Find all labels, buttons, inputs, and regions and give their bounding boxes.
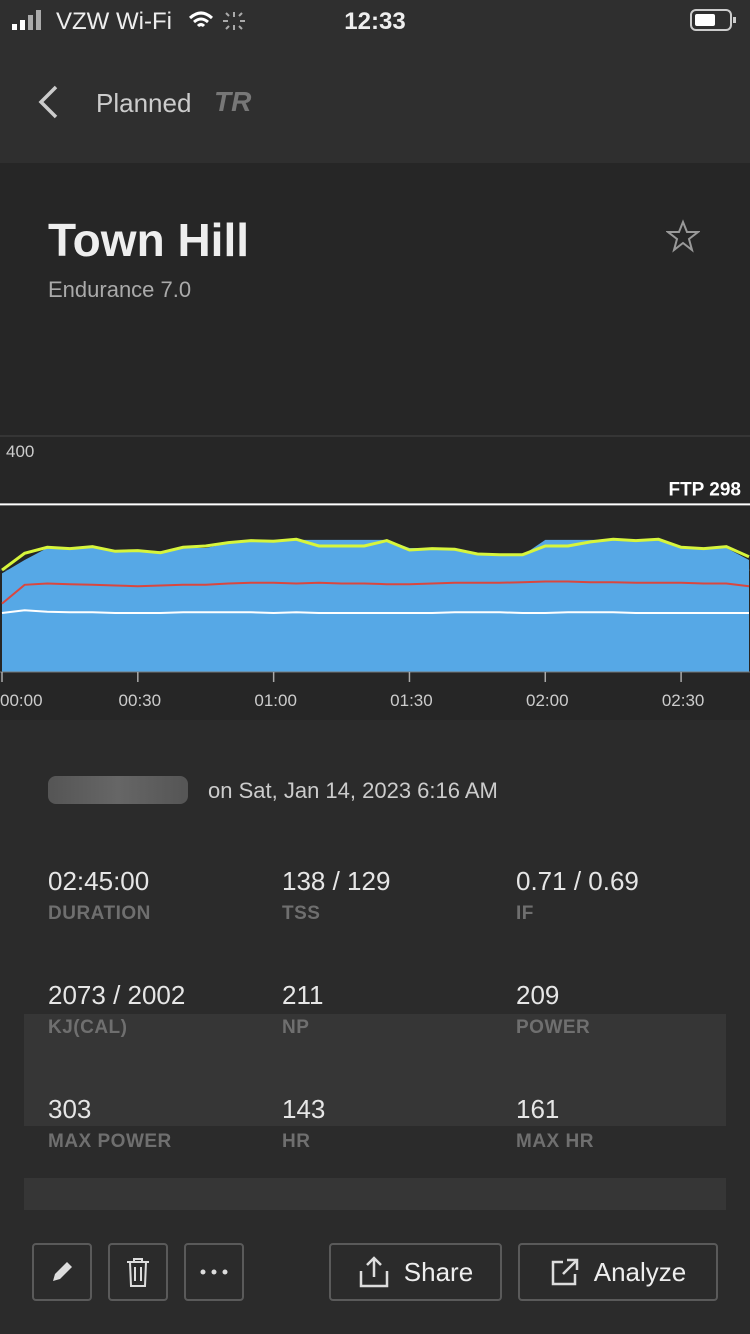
stat: 303 MAX POWER [48, 1094, 172, 1153]
stat: 138 / 129 TSS [282, 866, 390, 925]
stat-label: DURATION [48, 903, 151, 924]
share-label: Share [403, 1256, 474, 1287]
carrier: VZW Wi-Fi [56, 8, 172, 35]
battery-icon [690, 9, 736, 31]
pencil-icon [53, 1262, 72, 1281]
edit-button[interactable] [32, 1243, 92, 1301]
workout-chart: 200400FTP 29800:0000:3001:0001:3002:0002… [0, 420, 750, 720]
logo: TR [214, 86, 252, 117]
x-tick-label: 01:30 [390, 691, 433, 710]
stats-row-bg [24, 1014, 726, 1126]
stat: 211 NP [282, 980, 323, 1039]
wifi-icon [188, 11, 245, 30]
stat: 02:45:00 DURATION [48, 866, 151, 925]
stat-value: 143 [282, 1094, 326, 1124]
stat-value: 209 [516, 980, 560, 1010]
share-icon [359, 1256, 389, 1288]
stat: 2073 / 2002 KJ(CAL) [48, 980, 185, 1039]
series-line [1, 537, 750, 572]
workout-subtitle: Endurance 7.0 [48, 277, 192, 302]
stat: 143 HR [282, 1094, 325, 1153]
dots-icon [200, 1269, 228, 1275]
stat-label: TSS [282, 903, 321, 924]
stat-value: 0.71 / 0.69 [516, 866, 639, 896]
y-tick-label: 400 [6, 442, 34, 461]
stat-label: MAX POWER [48, 1131, 172, 1152]
stat-label: POWER [516, 1017, 591, 1038]
redacted-user [48, 776, 188, 804]
stat-value: 2073 / 2002 [48, 980, 186, 1010]
series-line [1, 609, 749, 615]
external-icon [551, 1258, 578, 1286]
trash-icon [127, 1258, 149, 1287]
stat-label: HR [282, 1131, 311, 1152]
stat-value: 303 [48, 1094, 92, 1124]
stat-label: NP [282, 1017, 310, 1038]
share-button[interactable]: Share [329, 1243, 502, 1301]
stat-value: 02:45:00 [48, 866, 150, 896]
ftp-label: FTP 298 [668, 479, 741, 500]
series-line [1, 580, 750, 605]
status-bar: VZW Wi-Fi 12:33 [0, 0, 750, 42]
favorite-star[interactable] [666, 219, 700, 253]
delete-button[interactable] [108, 1243, 168, 1301]
target-area [2, 539, 749, 672]
stat-value: 211 [282, 980, 324, 1010]
signal-icon [12, 10, 41, 30]
workout-title: Town Hill [48, 214, 250, 266]
stat-value: 161 [516, 1094, 560, 1124]
stat-label: MAX HR [516, 1131, 594, 1152]
x-tick-label: 00:00 [0, 691, 43, 710]
stat-label: IF [516, 903, 534, 924]
back-button[interactable] [36, 84, 60, 120]
stat: 0.71 / 0.69 IF [516, 866, 639, 925]
nav-title: Planned [96, 88, 192, 118]
x-tick-label: 02:00 [526, 691, 569, 710]
stat-value: 138 / 129 [282, 866, 391, 896]
analyze-label: Analyze [593, 1256, 687, 1287]
more-button[interactable] [184, 1243, 244, 1301]
stat-label: KJ(CAL) [48, 1017, 128, 1038]
x-tick-label: 01:00 [254, 691, 297, 710]
stats-row-partial [24, 1178, 726, 1210]
nav-bar: Planned TR [0, 42, 750, 163]
x-tick-label: 00:30 [119, 691, 162, 710]
clock: 12:33 [344, 8, 406, 35]
stat: 161 MAX HR [516, 1094, 594, 1153]
x-tick-label: 02:30 [662, 691, 705, 710]
completed-date: on Sat, Jan 14, 2023 6:16 AM [208, 778, 498, 803]
analyze-button[interactable]: Analyze [518, 1243, 718, 1301]
stat: 209 POWER [516, 980, 590, 1039]
